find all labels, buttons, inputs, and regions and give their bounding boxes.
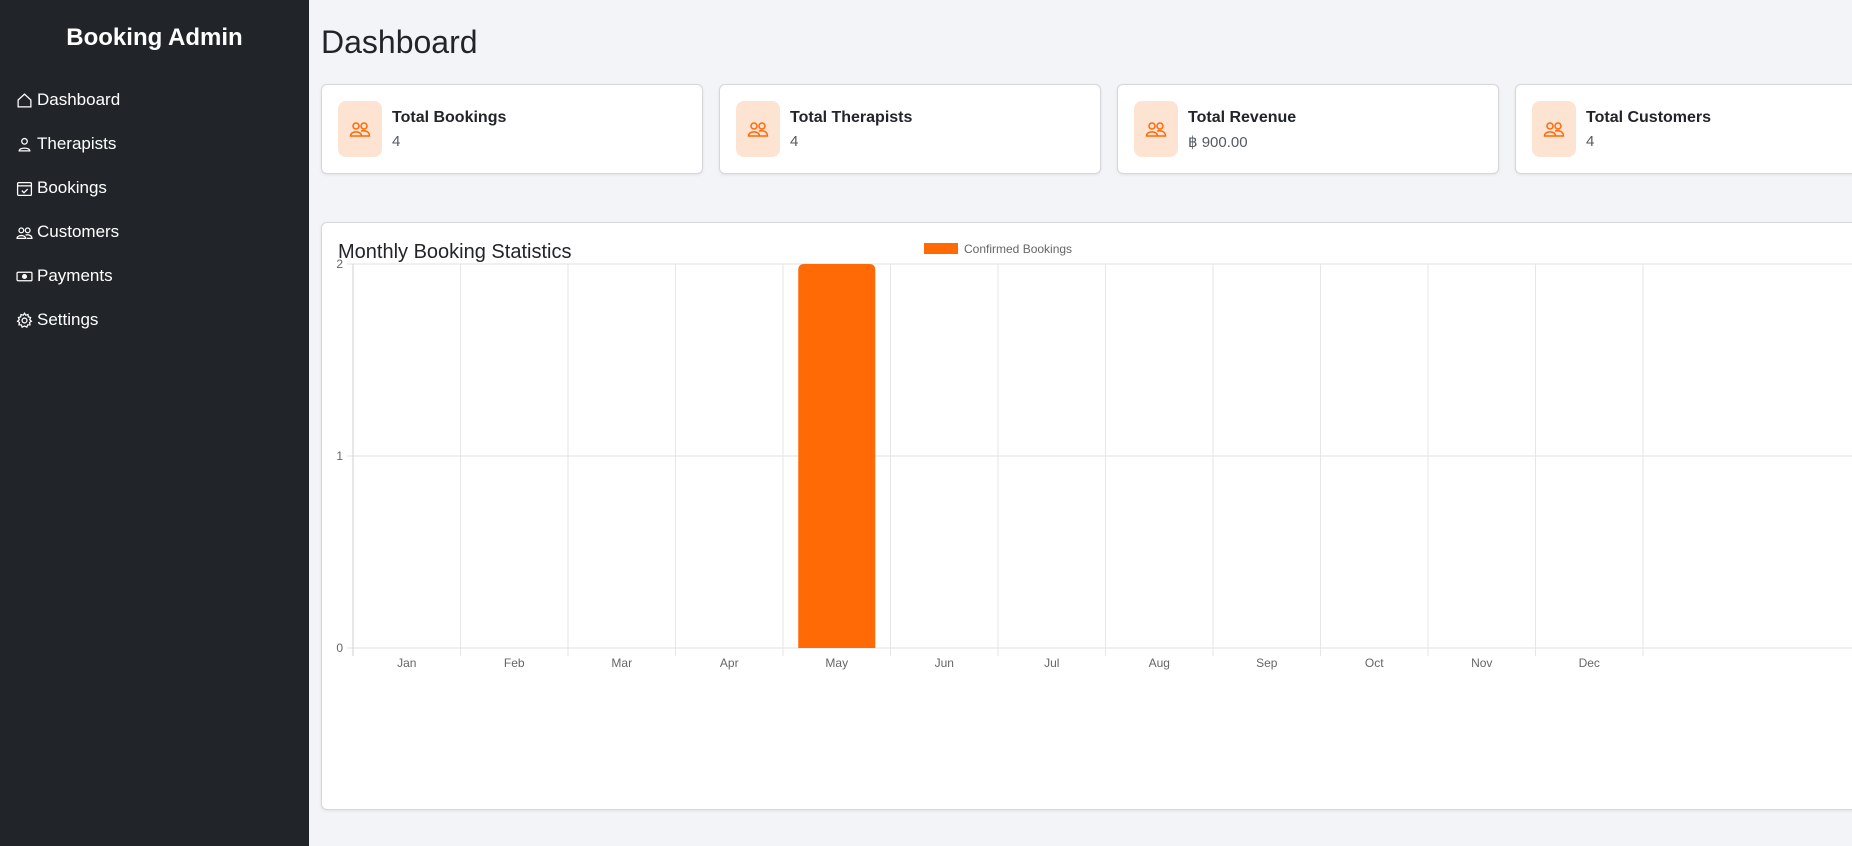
y-tick-label: 2 (336, 257, 343, 271)
card-value: 4 (790, 133, 799, 150)
main-content: Dashboard Total Bookings 4 Total Therapi… (309, 0, 1852, 846)
sidebar-item-label: Settings (37, 310, 99, 329)
x-tick-label: Jul (1044, 656, 1059, 670)
x-tick-label: Jan (397, 656, 416, 670)
card-label: Total Customers (1586, 109, 1712, 126)
chart-legend: Confirmed Bookings (924, 242, 1072, 256)
x-tick-label: Sep (1256, 656, 1278, 670)
brand-title: Booking Admin (66, 24, 243, 51)
sidebar-item-label: Bookings (37, 178, 107, 197)
chart-card: Monthly Booking Statistics 0 1 2 Jan Feb Mar A… (321, 222, 1852, 810)
chart-grid (347, 263, 1852, 656)
person-icon (16, 136, 33, 153)
sidebar-item-dashboard[interactable]: Dashboard (0, 78, 309, 122)
sidebar-item-settings[interactable]: Settings (0, 298, 309, 342)
stat-card-total-therapists: Total Therapists 4 (719, 84, 1101, 174)
x-tick-label: Aug (1149, 656, 1170, 670)
legend-label: Confirmed Bookings (964, 242, 1072, 256)
sidebar-nav: Dashboard Therapists Bookings Customers … (0, 78, 309, 342)
chart-bars (798, 264, 876, 648)
x-tick-label: Jun (935, 656, 954, 670)
sidebar-item-therapists[interactable]: Therapists (0, 122, 309, 166)
x-tick-label: Feb (504, 656, 525, 670)
page-title: Dashboard (321, 24, 478, 60)
x-tick-label: Nov (1471, 656, 1492, 670)
card-value: ฿ 900.00 (1188, 134, 1248, 151)
sidebar-item-bookings[interactable]: Bookings (0, 166, 309, 210)
sidebar-item-label: Dashboard (37, 90, 121, 109)
x-tick-label: Apr (720, 656, 739, 670)
sidebar-item-payments[interactable]: Payments (0, 254, 309, 298)
x-tick-label: May (825, 656, 848, 670)
calendar-check-icon (16, 180, 33, 197)
card-value: 4 (1586, 133, 1595, 150)
sidebar: Booking Admin Dashboard Therapists Booki… (0, 0, 309, 846)
x-tick-label: Mar (611, 656, 632, 670)
stat-cards: Total Bookings 4 Total Therapists 4 Tota… (321, 84, 1852, 174)
cash-icon (16, 268, 33, 285)
card-label: Total Revenue (1188, 109, 1297, 126)
card-value: 4 (392, 133, 401, 150)
sidebar-item-label: Therapists (37, 134, 117, 153)
y-tick-label: 1 (336, 449, 343, 463)
legend-swatch (924, 243, 958, 254)
sidebar-item-label: Payments (37, 266, 113, 285)
card-label: Total Bookings (392, 109, 507, 126)
people-icon (1532, 101, 1576, 157)
bar-may (798, 264, 876, 648)
stat-card-total-bookings: Total Bookings 4 (321, 84, 703, 174)
chart-title: Monthly Booking Statistics (338, 241, 572, 263)
stat-card-total-customers: Total Customers 4 (1515, 84, 1852, 174)
people-icon (16, 224, 33, 241)
chart-labels: 0 1 2 Jan Feb Mar Apr May Jun Jul Aug Sep Oct Nov Dec (336, 257, 1600, 670)
x-tick-label: Dec (1579, 656, 1600, 670)
stat-card-total-revenue: Total Revenue ฿ 900.00 (1117, 84, 1499, 174)
sidebar-item-label: Customers (37, 222, 120, 241)
y-tick-label: 0 (336, 641, 343, 655)
x-tick-label: Oct (1365, 656, 1384, 670)
home-icon (16, 92, 33, 109)
people-icon (338, 101, 382, 157)
people-icon (1134, 101, 1178, 157)
gear-icon (16, 311, 33, 329)
sidebar-item-customers[interactable]: Customers (0, 210, 309, 254)
card-label: Total Therapists (790, 109, 913, 126)
people-icon (736, 101, 780, 157)
